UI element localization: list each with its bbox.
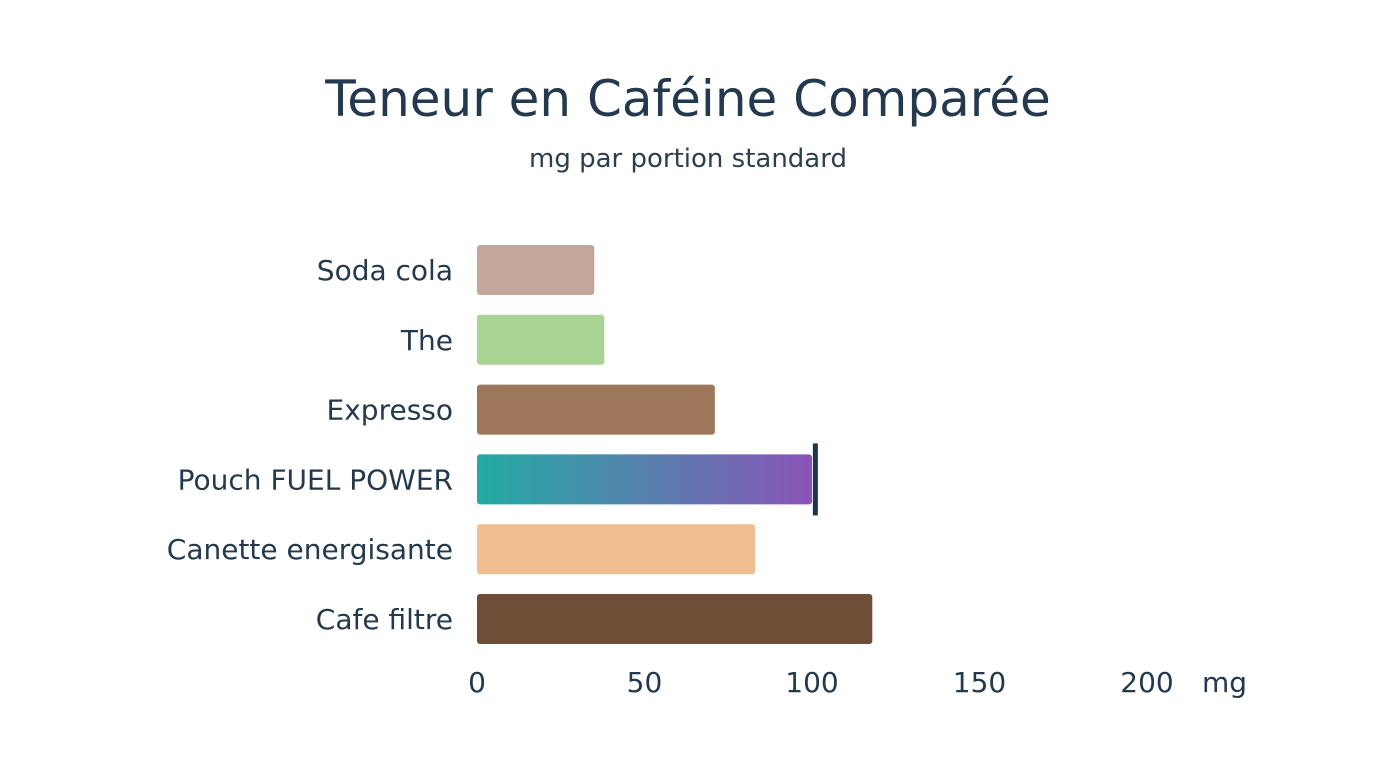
category-labels: Soda cola The Expresso Pouch FUEL POWER Cane… <box>167 254 453 636</box>
bar-cafe-filtre <box>477 594 873 644</box>
x-axis-unit-label: mg <box>1202 666 1247 699</box>
chart-subtitle: mg par portion standard <box>529 144 847 174</box>
x-tick-label: 200 <box>1120 666 1173 699</box>
bars-layer <box>477 245 873 644</box>
category-label-the: The <box>400 324 453 357</box>
bar-the <box>477 314 605 365</box>
x-axis-ticks: 0 50 100 150 200 mg <box>468 666 1247 699</box>
x-tick-label: 50 <box>627 666 663 699</box>
bar-soda-cola <box>477 245 595 295</box>
category-label-expresso: Expresso <box>327 394 453 427</box>
category-label-pouch-fuel-power: Pouch FUEL POWER <box>178 463 453 496</box>
category-label-soda-cola: Soda cola <box>317 254 453 287</box>
x-tick-label: 100 <box>785 666 838 699</box>
highlight-marker <box>812 443 818 516</box>
category-label-cafe-filtre: Cafe filtre <box>316 603 453 636</box>
x-tick-label: 0 <box>468 666 486 699</box>
x-tick-label: 150 <box>953 666 1006 699</box>
chart-title: Teneur en Caféine Comparée <box>325 70 1051 128</box>
category-label-canette-energisante: Canette energisante <box>167 533 453 566</box>
bar-expresso <box>477 384 715 435</box>
bar-pouch-fuel-power <box>477 454 812 505</box>
bar-canette-energisante <box>477 524 756 575</box>
